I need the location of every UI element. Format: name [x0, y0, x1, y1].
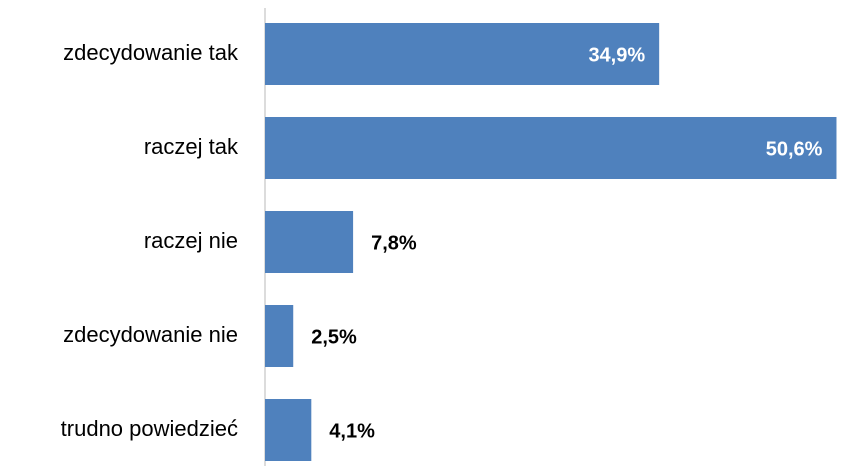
- category-label: trudno powiedzieć: [61, 416, 238, 441]
- bar: [265, 211, 354, 273]
- bar: [265, 23, 660, 85]
- category-label: zdecydowanie nie: [63, 322, 238, 347]
- value-label: 50,6%: [766, 138, 823, 160]
- value-label: 2,5%: [311, 326, 357, 348]
- bar: [265, 117, 837, 179]
- category-label: zdecydowanie tak: [63, 40, 239, 65]
- category-label: raczej tak: [144, 134, 239, 159]
- value-label: 4,1%: [329, 420, 375, 442]
- category-label: raczej nie: [144, 228, 238, 253]
- value-label: 7,8%: [371, 232, 417, 254]
- bar: [265, 305, 294, 367]
- bar: [265, 399, 312, 461]
- value-label: 34,9%: [588, 44, 645, 66]
